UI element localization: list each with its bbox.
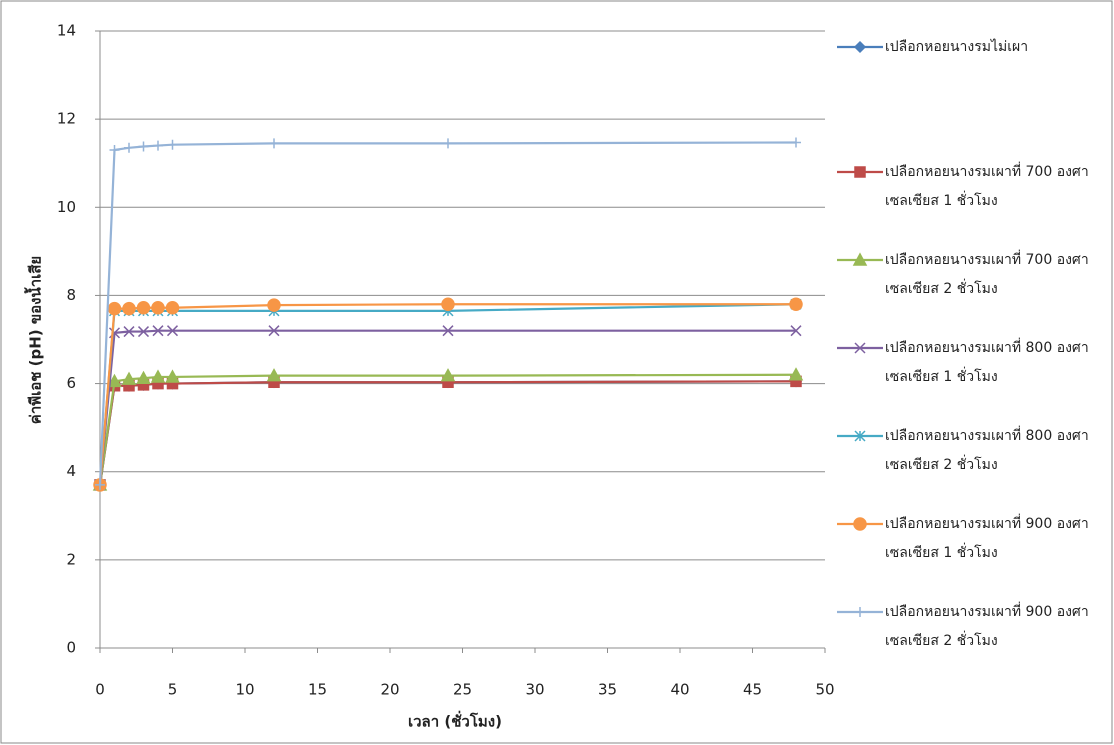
legend-label: เปลือกหอยนางรมเผาที่ 900 องศาเซลเซียส 2 … [885,604,1089,649]
marker [121,371,137,385]
marker [789,297,803,311]
legend-item: เปลือกหอยนางรมเผาที่ 800 องศาเซลเซียส 2 … [835,422,1105,480]
series [94,375,802,491]
marker [165,369,180,383]
x-tick-label: 35 [598,681,617,699]
series [93,297,803,492]
x-axis-title: เวลา (ชั่วโมง) [408,711,502,731]
legend-label: เปลือกหอยนางรมเผาที่ 800 องศาเซลเซียส 1 … [885,340,1089,385]
series-line [98,373,797,486]
marker [853,517,867,531]
legend-label: เปลือกหอยนางรมเผาที่ 900 องศาเซลเซียส 1 … [885,516,1089,561]
series [94,298,802,491]
x-tick-label: 40 [670,681,689,699]
legend-swatch [837,517,883,531]
marker [854,166,866,178]
marker [268,325,280,337]
marker [152,325,164,337]
x-tick-label: 5 [168,681,178,699]
marker [267,298,281,312]
x-tick-label: 0 [95,681,105,699]
marker [854,430,866,442]
marker [269,138,279,149]
y-tick-label: 2 [66,550,76,568]
marker [266,368,282,382]
legend-label: เปลือกหอยนางรมเผาที่ 700 องศาเซลเซียส 2 … [885,252,1089,297]
marker [167,139,178,150]
marker [107,301,122,316]
marker [853,40,867,54]
legend-label: เปลือกหอยนางรมเผาที่ 700 องศาเซลเซียส 1 … [885,164,1089,209]
x-tick-label: 15 [308,681,327,699]
marker [153,140,163,151]
x-tick-label: 45 [743,681,762,699]
legend-swatch [837,166,883,178]
marker [137,326,150,338]
marker [136,301,151,315]
legend-item: เปลือกหอยนางรมเผาที่ 900 องศาเซลเซียส 1 … [835,510,1105,568]
series [95,137,801,490]
y-tick-label: 4 [66,462,76,480]
legend-item: เปลือกหอยนางรมเผาที่ 900 องศาเซลเซียส 2 … [835,598,1105,656]
y-axis-title: ค่าพีเอช (pH) ของน้ำเสีย [24,256,45,424]
marker [166,325,179,337]
x-tick-label: 30 [525,681,544,699]
marker [440,368,456,382]
marker [123,326,135,338]
legend-swatch [837,342,883,354]
marker [441,297,455,311]
marker [136,370,151,385]
marker [151,301,165,315]
marker [790,325,802,337]
legend-swatch [837,430,883,442]
marker [788,367,804,381]
series-line [98,380,797,486]
y-tick-label: 0 [66,639,76,657]
x-tick-label: 50 [815,681,834,699]
series [93,375,803,491]
legend-item: เปลือกหอยนางรมเผาที่ 700 องศาเซลเซียส 2 … [835,246,1105,304]
marker [107,373,122,388]
y-tick-label: 14 [57,22,76,40]
marker [791,137,801,148]
marker [138,141,149,152]
x-tick-label: 10 [235,681,254,699]
x-tick-label: 25 [453,681,472,699]
series [94,325,802,491]
marker [165,301,180,315]
legend-swatch [837,252,883,266]
legend-item: เปลือกหอยนางรมเผาที่ 700 องศาเซลเซียส 1 … [835,158,1105,216]
marker [124,142,134,153]
series-line [98,380,797,486]
marker [109,144,120,155]
legend-label: เปลือกหอยนางรมเผาที่ 800 องศาเซลเซียส 2 … [885,428,1089,473]
marker [854,342,866,354]
marker [442,325,454,337]
legend-item: เปลือกหอยนางรมไม่เผา [835,33,1105,62]
marker [150,369,166,383]
y-tick-label: 10 [57,198,76,216]
series-line [98,329,796,486]
y-tick-label: 12 [57,110,76,128]
marker [855,607,865,617]
legend-item: เปลือกหอยนางรมเผาที่ 800 องศาเซลเซียส 1 … [835,334,1105,392]
marker [95,479,105,490]
legend-label: เปลือกหอยนางรมไม่เผา [885,39,1029,55]
x-tick-label: 20 [380,681,399,699]
y-tick-label: 8 [66,286,76,304]
marker [852,252,868,266]
marker [122,301,136,316]
legend-swatch [837,40,883,54]
y-tick-label: 6 [66,374,76,392]
marker [443,138,453,149]
legend-swatch [837,607,883,617]
